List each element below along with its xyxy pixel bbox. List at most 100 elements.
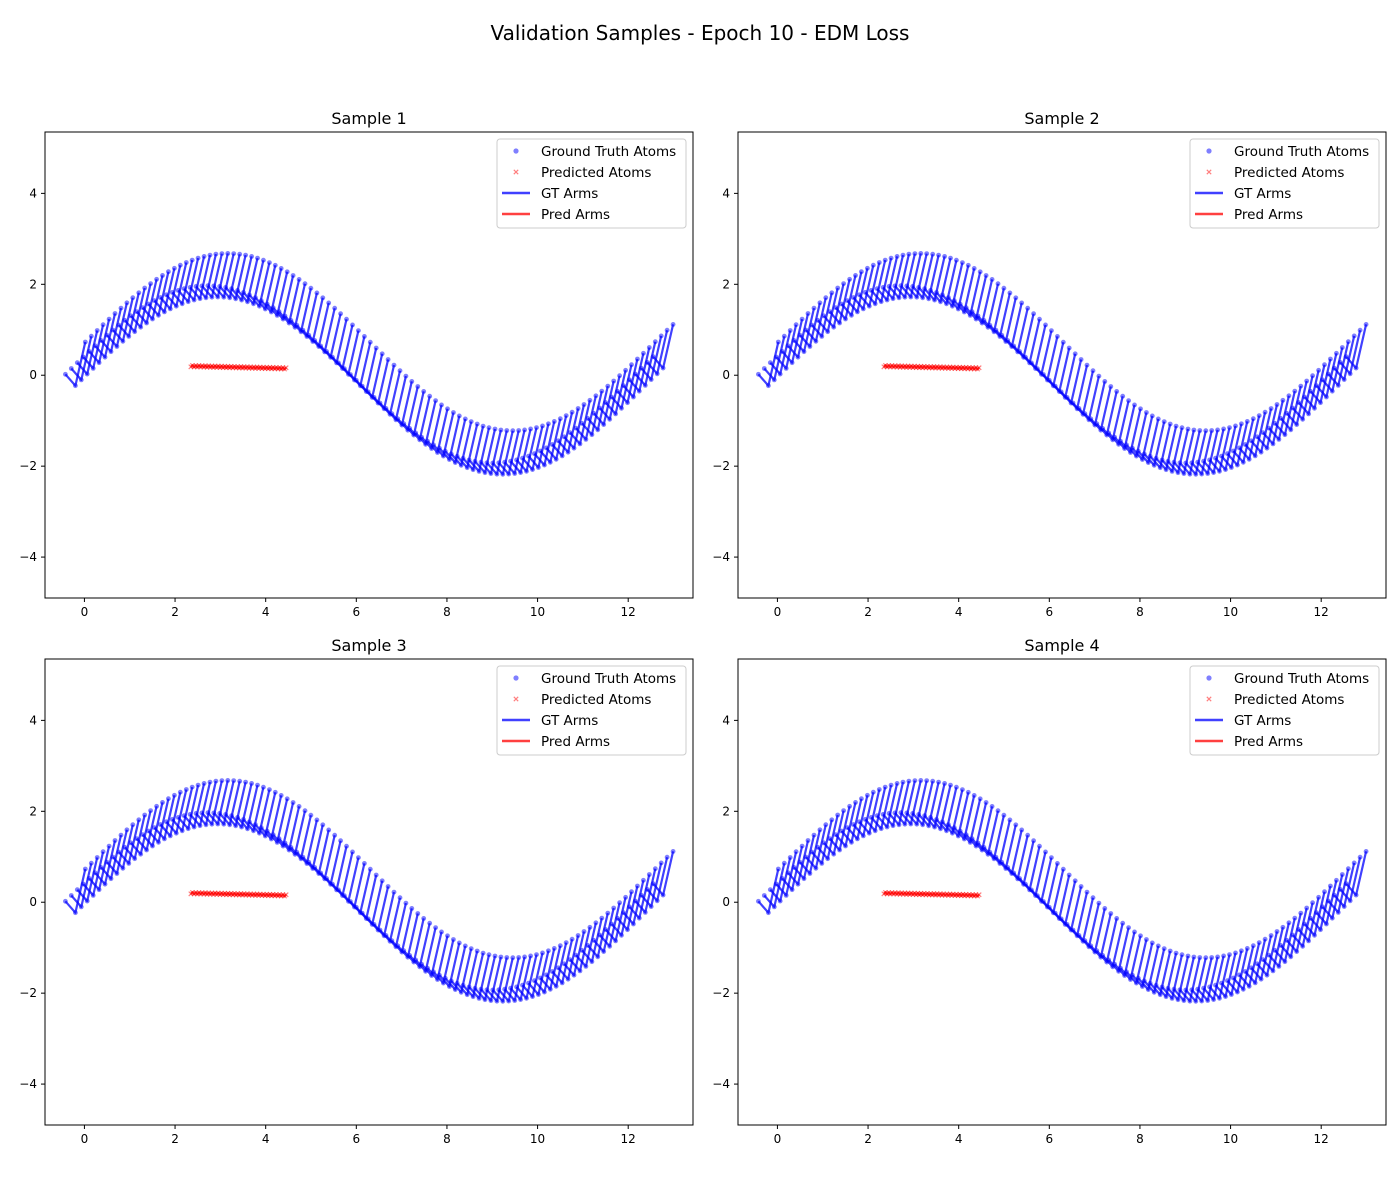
gt-atom-point	[866, 830, 872, 836]
gt-atom-point	[255, 255, 260, 261]
gt-atom-point	[128, 840, 134, 846]
gt-atom-point	[573, 952, 579, 958]
gt-atom-point	[1090, 895, 1096, 901]
gt-atom-point	[447, 984, 452, 989]
gt-atom-point	[638, 892, 644, 898]
gt-atom-point	[1308, 388, 1313, 394]
gt-atom-point	[627, 904, 632, 910]
gt-atom-point	[1167, 421, 1173, 427]
gt-atom-point	[114, 871, 120, 876]
legend-item: Pred Arms	[502, 734, 610, 750]
gt-atom-point	[1201, 458, 1206, 464]
gt-atom-point	[1001, 812, 1007, 818]
gt-atom-point	[1066, 872, 1072, 878]
gt-atom-point	[296, 804, 302, 809]
gt-atom-point	[791, 865, 797, 870]
gt-atom-point	[995, 808, 1001, 814]
gt-atom-point	[1318, 927, 1323, 933]
x-tick-label: 0	[774, 605, 782, 619]
gt-atom-point	[963, 305, 969, 311]
gt-atom-point	[187, 285, 193, 290]
gt-atom-point	[1151, 462, 1157, 468]
gt-atom-point	[486, 952, 492, 958]
gt-atom-point	[632, 371, 638, 377]
gt-atom-point	[900, 779, 906, 785]
gt-atom-point	[932, 824, 937, 830]
gt-atom-point	[1066, 345, 1072, 351]
gt-atom-point	[799, 843, 805, 849]
gt-atom-point	[1112, 434, 1117, 440]
gt-atom-point	[456, 940, 462, 946]
y-tick-label: 4	[29, 186, 37, 200]
gt-atom-point	[1007, 290, 1013, 296]
gt-atom-point	[391, 889, 397, 895]
gt-atom-point	[773, 354, 779, 360]
gt-atom-point	[1278, 943, 1284, 948]
panel-title: Sample 2	[1024, 109, 1099, 128]
gt-atom-point	[534, 425, 539, 430]
gt-atom-point	[1246, 983, 1252, 989]
gt-atom-point	[1191, 954, 1197, 960]
gt-atom-point	[148, 808, 154, 813]
gt-atom-point	[1278, 416, 1284, 421]
gt-atom-point	[231, 778, 237, 783]
gt-atom-point	[112, 311, 118, 316]
gt-atom-point	[122, 844, 128, 850]
legend-marker-x	[1206, 696, 1212, 702]
gt-atom-point	[508, 458, 513, 464]
gt-atom-point	[73, 383, 78, 389]
pred-atom-point	[976, 365, 982, 371]
gt-atom-point	[1302, 394, 1307, 400]
gt-atom-point	[641, 350, 646, 356]
gt-atom-point	[336, 887, 341, 893]
panel-4: Sample 4 0 2 4 6 8 10 12 −4 −2 0 2 4 Ground Truth Ato…	[712, 636, 1387, 1146]
gt-atom-point	[565, 976, 571, 982]
gt-atom-point	[1155, 416, 1161, 422]
gt-atom-point	[856, 292, 862, 298]
gt-atom-point	[837, 847, 842, 853]
gt-atom-point	[563, 940, 569, 945]
gt-atom-point	[1351, 860, 1357, 866]
gt-atom-point	[454, 453, 460, 459]
gt-atom-point	[1029, 887, 1034, 893]
gt-atom-point	[403, 900, 409, 906]
gt-atom-point	[425, 965, 430, 971]
gt-atom-point	[1357, 327, 1363, 333]
x-ticks: 0 2 4 6 8 10 12	[81, 598, 636, 619]
gt-atom-point	[880, 812, 886, 817]
gt-atom-point	[870, 262, 876, 268]
gt-atom-point	[452, 987, 458, 992]
gt-atom-point	[314, 290, 320, 296]
gt-atom-point	[641, 877, 646, 883]
gt-atom-point	[90, 366, 96, 371]
legend-item: Ground Truth Atoms	[1206, 671, 1369, 687]
gt-atom-point	[799, 316, 805, 322]
gt-atom-point	[142, 285, 148, 291]
gt-atom-point	[1203, 428, 1209, 434]
gt-atom-point	[1100, 426, 1106, 431]
gt-atom-point	[300, 327, 306, 333]
gt-atom-point	[389, 938, 395, 944]
gt-atom-point	[474, 948, 480, 954]
gt-atom-point	[163, 292, 169, 298]
gt-arm-line	[965, 802, 988, 848]
gt-atom-point	[534, 952, 539, 957]
gt-atom-point	[451, 937, 456, 942]
gt-atom-point	[1189, 987, 1195, 993]
gt-atom-point	[326, 300, 332, 306]
gt-atom-point	[791, 338, 797, 343]
gt-atom-point	[1337, 360, 1343, 365]
gt-atom-point	[195, 255, 201, 261]
gt-atom-point	[241, 290, 246, 295]
gt-atom-point	[577, 441, 583, 447]
gt-atom-point	[801, 876, 807, 882]
gt-atom-point	[1331, 892, 1337, 898]
gt-atom-point	[1341, 904, 1347, 909]
gt-atom-point	[853, 273, 858, 278]
gt-atom-point	[589, 959, 595, 965]
gt-atom-point	[930, 778, 936, 784]
gt-atom-point	[987, 849, 993, 855]
gt-atom-point	[603, 400, 608, 405]
gt-atom-point	[898, 810, 904, 816]
gt-atom-point	[1256, 940, 1262, 945]
